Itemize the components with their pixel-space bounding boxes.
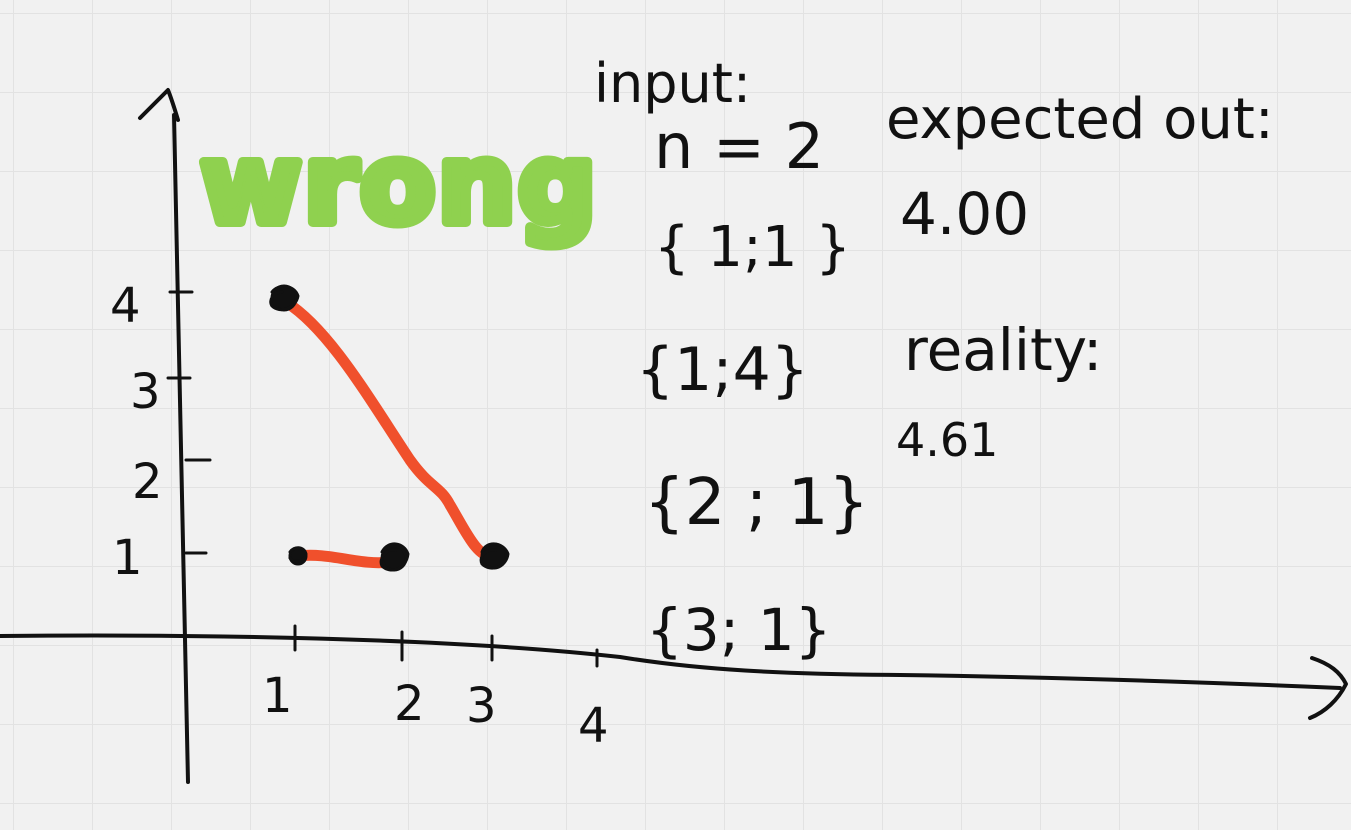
x-tick-label-3: 3 — [466, 678, 497, 734]
point-1-4 — [269, 284, 300, 312]
input-point-2: {1;4} — [636, 335, 809, 405]
x-tick-label-4: 4 — [578, 698, 609, 754]
result-section: expected out: 4.00 reality: 4.61 — [886, 87, 1274, 467]
y-tick-labels: 4 3 2 1 — [110, 278, 163, 586]
input-heading: input: — [594, 52, 751, 115]
input-point-3: {2 ; 1} — [644, 466, 869, 540]
expected-label: expected out: — [886, 87, 1274, 152]
input-n-line: n = 2 — [654, 110, 824, 183]
x-tick-label-1: 1 — [262, 668, 293, 724]
path-segments — [280, 296, 500, 569]
x-axis-arrow-icon — [1308, 656, 1348, 720]
expected-value: 4.00 — [900, 180, 1029, 248]
input-point-4: {3; 1} — [646, 596, 832, 664]
wrong-stamp: wrong — [195, 115, 602, 253]
segment-1-4-to-3-1 — [280, 296, 500, 562]
y-axis-arrow-icon — [138, 88, 180, 122]
reality-value: 4.61 — [896, 413, 998, 467]
x-axis — [0, 633, 1342, 690]
x-tick-labels: 1 2 3 4 — [262, 668, 609, 754]
y-tick-label-2: 2 — [132, 454, 163, 510]
x-tick-label-2: 2 — [394, 676, 425, 732]
point-3-1 — [479, 542, 510, 570]
reality-label: reality: — [904, 316, 1102, 384]
x-axis-ticks — [293, 624, 599, 668]
y-tick-label-1: 1 — [112, 530, 143, 586]
y-tick-label-3: 3 — [130, 364, 161, 420]
point-1-1 — [288, 546, 308, 566]
segment-1-1-to-2-1 — [292, 549, 396, 569]
coordinate-axes — [0, 88, 1348, 784]
wrong-stamp-text: wrong — [200, 120, 599, 248]
y-axis — [172, 113, 190, 784]
points — [269, 284, 510, 572]
y-tick-label-4: 4 — [110, 278, 141, 334]
input-section: input: n = 2 { 1;1 } {1;4} {2 ; 1} {3; 1… — [594, 52, 869, 664]
input-point-1: { 1;1 } — [654, 215, 851, 280]
y-axis-ticks — [166, 290, 212, 555]
point-2-1 — [379, 542, 410, 572]
